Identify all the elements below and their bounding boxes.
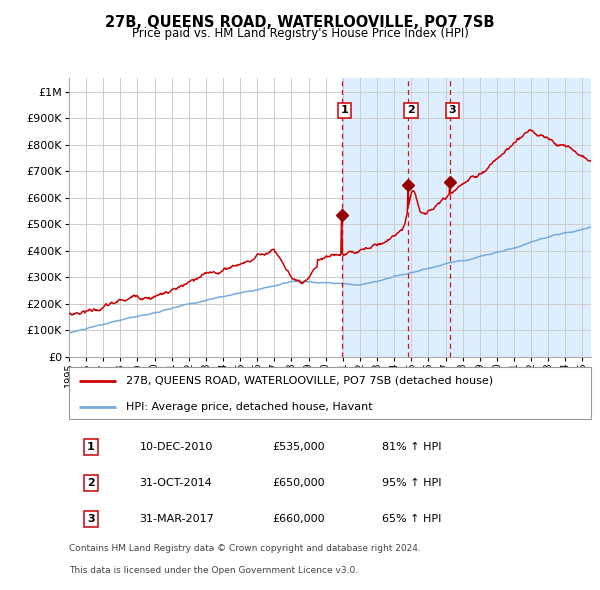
FancyBboxPatch shape (69, 368, 591, 419)
Text: 27B, QUEENS ROAD, WATERLOOVILLE, PO7 7SB: 27B, QUEENS ROAD, WATERLOOVILLE, PO7 7SB (105, 15, 495, 30)
Text: 1: 1 (341, 106, 348, 116)
Text: 2: 2 (407, 106, 415, 116)
Text: £535,000: £535,000 (272, 442, 325, 451)
Text: 31-MAR-2017: 31-MAR-2017 (139, 514, 214, 524)
Text: 65% ↑ HPI: 65% ↑ HPI (382, 514, 442, 524)
Text: 3: 3 (449, 106, 456, 116)
Text: HPI: Average price, detached house, Havant: HPI: Average price, detached house, Hava… (127, 402, 373, 412)
Text: £660,000: £660,000 (272, 514, 325, 524)
Text: Price paid vs. HM Land Registry's House Price Index (HPI): Price paid vs. HM Land Registry's House … (131, 27, 469, 40)
Text: This data is licensed under the Open Government Licence v3.0.: This data is licensed under the Open Gov… (69, 566, 358, 575)
Text: 1: 1 (87, 442, 95, 451)
Text: 81% ↑ HPI: 81% ↑ HPI (382, 442, 442, 451)
Bar (342, 78, 591, 357)
Text: 31-OCT-2014: 31-OCT-2014 (139, 478, 212, 488)
Text: 2: 2 (87, 478, 95, 488)
Text: 95% ↑ HPI: 95% ↑ HPI (382, 478, 442, 488)
Text: Contains HM Land Registry data © Crown copyright and database right 2024.: Contains HM Land Registry data © Crown c… (69, 543, 421, 553)
Text: 10-DEC-2010: 10-DEC-2010 (139, 442, 213, 451)
Text: £650,000: £650,000 (272, 478, 325, 488)
Text: 3: 3 (87, 514, 95, 524)
Text: 27B, QUEENS ROAD, WATERLOOVILLE, PO7 7SB (detached house): 27B, QUEENS ROAD, WATERLOOVILLE, PO7 7SB… (127, 376, 494, 386)
